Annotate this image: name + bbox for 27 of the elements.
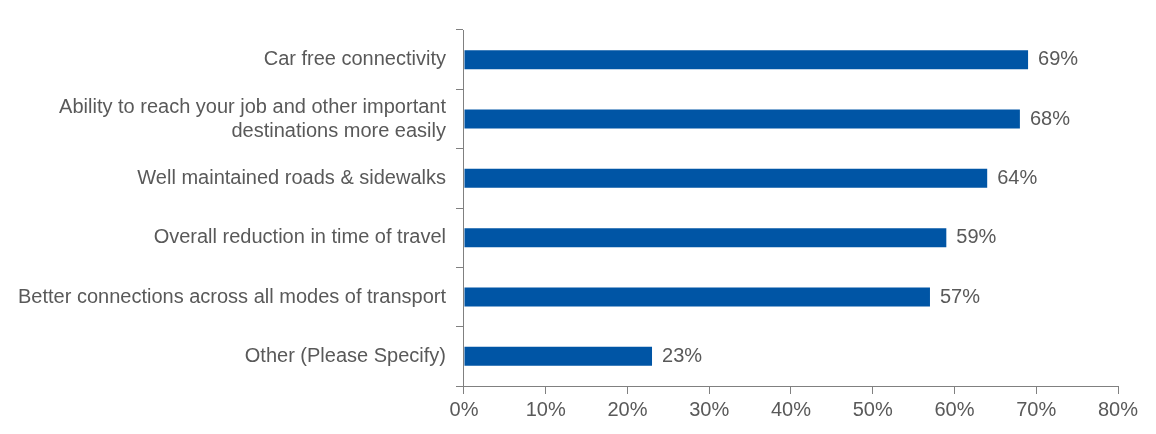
data-label: 69% bbox=[1038, 47, 1079, 70]
y-tick-label: Well maintained roads & sidewalks bbox=[137, 165, 446, 188]
x-tick-label: 60% bbox=[934, 397, 975, 420]
bar bbox=[464, 287, 930, 307]
bar bbox=[464, 168, 988, 188]
y-tick-label: Ability to reach your job and other important destinations more easily bbox=[59, 94, 447, 141]
bar bbox=[464, 50, 1029, 70]
data-label: 68% bbox=[1029, 106, 1071, 129]
bar bbox=[464, 346, 653, 366]
x-tick-label: 40% bbox=[770, 397, 812, 420]
x-tick-label: 10% bbox=[525, 397, 566, 420]
y-tick-label: Overall reduction in time of travel bbox=[153, 225, 446, 248]
data-label: 64% bbox=[997, 165, 1038, 188]
data-label: 59% bbox=[956, 225, 997, 248]
y-tick-label: Better connections across all modes of transport bbox=[17, 284, 447, 307]
x-tick-label: 80% bbox=[1097, 397, 1139, 420]
bar bbox=[464, 228, 947, 248]
data-label: 23% bbox=[662, 343, 703, 366]
x-tick-label: 0% bbox=[449, 397, 479, 420]
x-tick-label: 30% bbox=[689, 397, 730, 420]
x-tick-label: 50% bbox=[852, 397, 893, 420]
bar bbox=[464, 109, 1020, 129]
y-tick-label: Car free connectivity bbox=[263, 47, 446, 70]
x-tick-label: 20% bbox=[607, 397, 648, 420]
x-tick-label: 70% bbox=[1016, 397, 1057, 420]
y-tick-label: Other (Please Specify) bbox=[244, 343, 446, 366]
data-label: 57% bbox=[939, 284, 981, 307]
